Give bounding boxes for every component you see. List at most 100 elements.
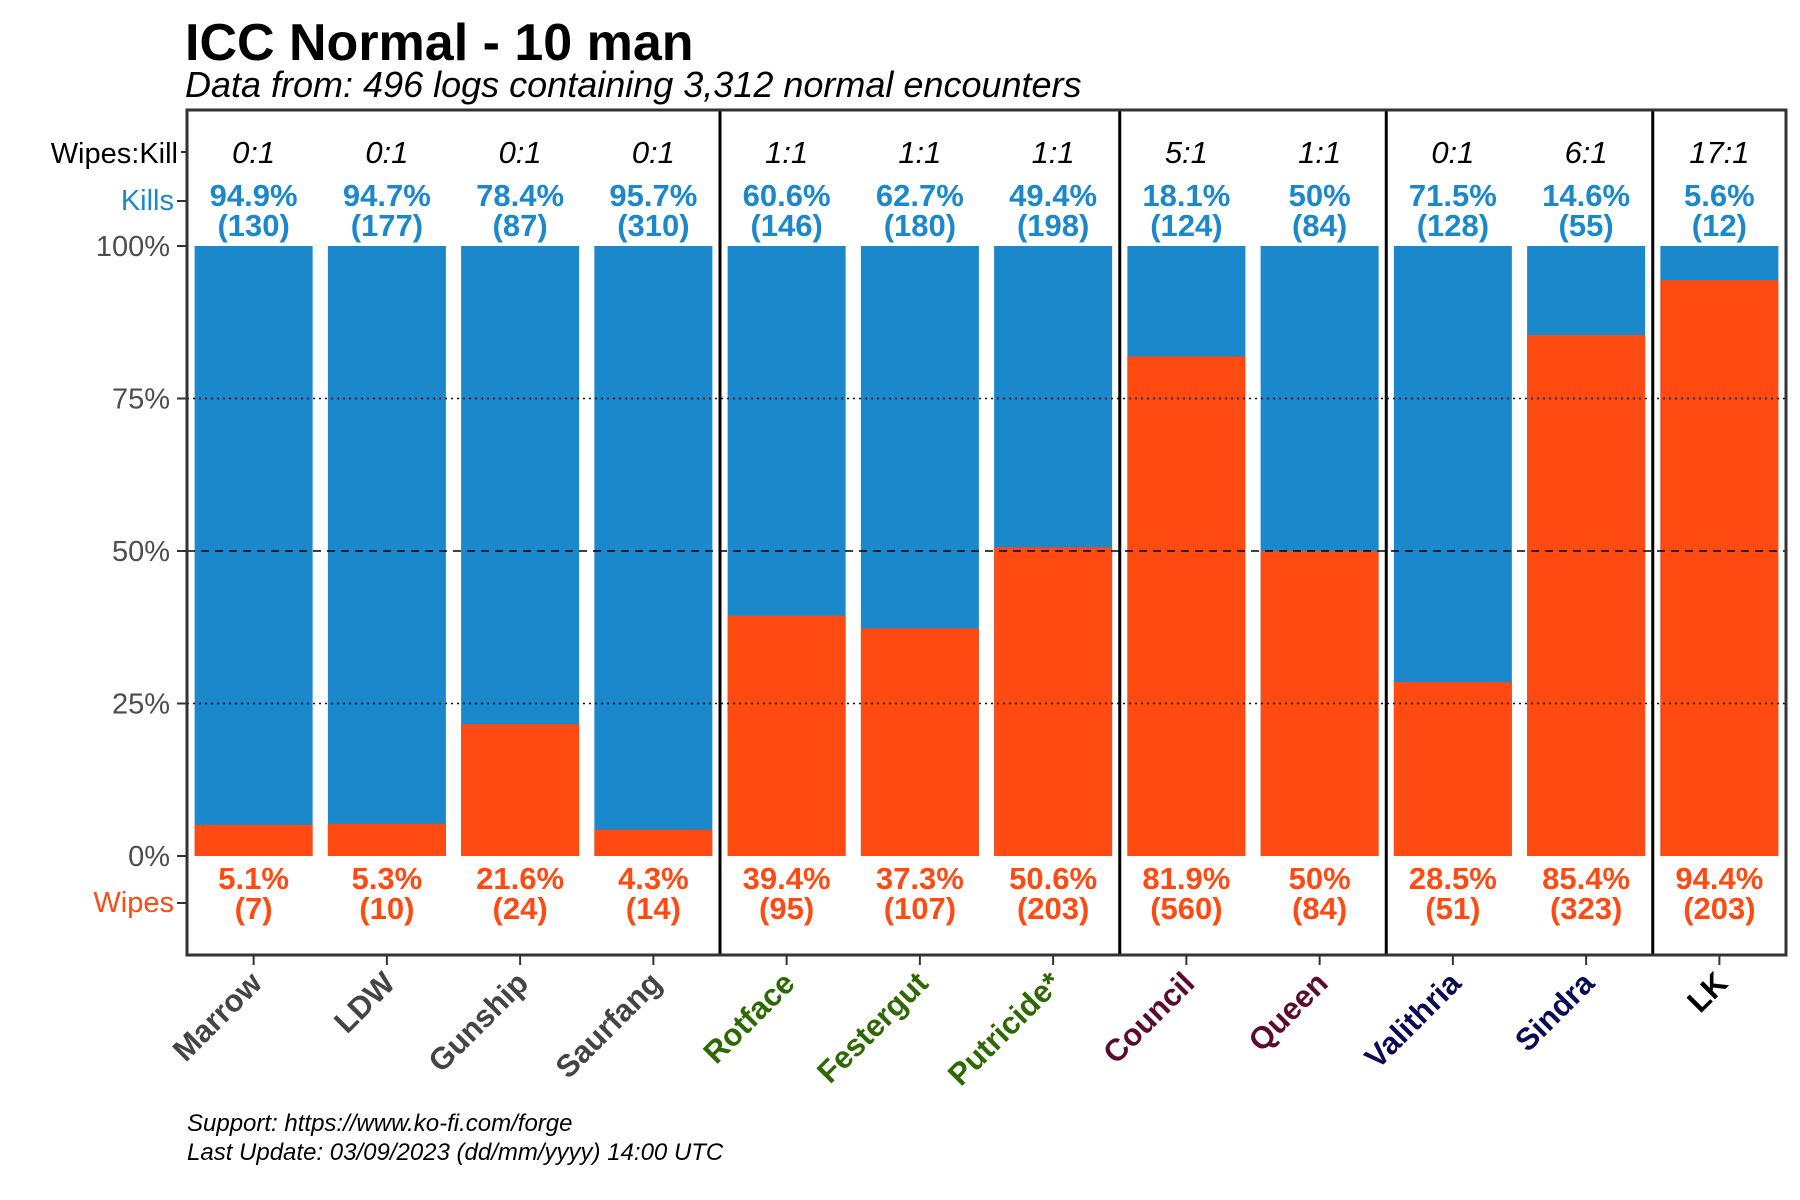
wipe-count-label: (95)	[759, 891, 814, 926]
wipe-count-label: (203)	[1017, 891, 1089, 926]
wipe-bar	[727, 615, 846, 856]
wipe-pct-label: 50%	[1289, 861, 1351, 896]
wipe-kill-ratio: 1:1	[898, 135, 941, 170]
kill-count-label: (198)	[1017, 208, 1089, 243]
wipe-bar	[194, 824, 313, 856]
wipe-pct-label: 85.4%	[1542, 861, 1630, 896]
wipe-count-label: (14)	[626, 891, 681, 926]
x-tick-label: LK	[1680, 965, 1734, 1019]
kill-pct-label: 62.7%	[876, 178, 964, 213]
chart-title: ICC Normal - 10 man	[185, 14, 694, 72]
wipe-count-label: (107)	[884, 891, 956, 926]
x-tick-label: LDW	[327, 965, 402, 1040]
x-tick-label: Queen	[1242, 965, 1335, 1058]
kill-count-label: (180)	[884, 208, 956, 243]
panel-border	[185, 108, 1788, 957]
kill-count-label: (12)	[1692, 208, 1747, 243]
kill-count-label: (146)	[750, 208, 822, 243]
wipe-pct-label: 39.4%	[743, 861, 831, 896]
wipe-pct-label: 4.3%	[618, 861, 689, 896]
x-tick-label: Sindra	[1508, 965, 1601, 1058]
wipe-pct-label: 5.3%	[352, 861, 423, 896]
wipe-kill-ratio: 1:1	[765, 135, 808, 170]
wipe-kill-ratio: 0:1	[632, 135, 675, 170]
kill-count-label: (128)	[1417, 208, 1489, 243]
wipe-bar	[594, 829, 713, 856]
caption-updated: Last Update: 03/09/2023 (dd/mm/yyyy) 14:…	[187, 1139, 724, 1166]
kill-pct-label: 78.4%	[476, 178, 564, 213]
wipe-pct-label: 21.6%	[476, 861, 564, 896]
kill-pct-label: 94.9%	[210, 178, 298, 213]
wipe-kill-ratio: 0:1	[499, 135, 542, 170]
wipe-pct-label: 81.9%	[1142, 861, 1230, 896]
wipe-kill-ratio: 1:1	[1298, 135, 1341, 170]
x-tick-label: Gunship	[421, 965, 535, 1079]
wipe-bar	[994, 547, 1113, 856]
kill-count-label: (124)	[1150, 208, 1222, 243]
x-tick-label: Marrow	[166, 965, 269, 1068]
kill-pct-label: 18.1%	[1142, 178, 1230, 213]
wipe-bar	[327, 823, 446, 856]
kill-pct-label: 49.4%	[1009, 178, 1097, 213]
wipe-kill-ratio: 1:1	[1032, 135, 1075, 170]
wipe-count-label: (84)	[1292, 891, 1347, 926]
wipe-kill-ratio: 0:1	[365, 135, 408, 170]
wipe-count-label: (51)	[1425, 891, 1480, 926]
y-tick-label: 75%	[112, 384, 170, 416]
y-tick-label: 50%	[112, 536, 170, 568]
wipe-count-label: (323)	[1550, 891, 1622, 926]
kill-count-label: (55)	[1559, 208, 1614, 243]
kill-count-label: (177)	[351, 208, 423, 243]
kill-bar	[194, 246, 313, 856]
wipe-pct-label: 37.3%	[876, 861, 964, 896]
wipe-pct-label: 50.6%	[1009, 861, 1097, 896]
wipe-kill-ratio: 5:1	[1165, 135, 1208, 170]
kill-pct-label: 50%	[1289, 178, 1351, 213]
kill-count-label: (87)	[493, 208, 548, 243]
chart-subtitle: Data from: 496 logs containing 3,312 nor…	[185, 64, 1082, 105]
x-tick-label: Rotface	[696, 965, 801, 1070]
kill-pct-label: 5.6%	[1684, 178, 1755, 213]
wipe-kill-ratio: 0:1	[232, 135, 275, 170]
wipe-bar	[860, 628, 979, 856]
kill-pct-label: 94.7%	[343, 178, 431, 213]
wipe-count-label: (203)	[1683, 891, 1755, 926]
kill-count-label: (84)	[1292, 208, 1347, 243]
caption-support: Support: https://www.ko-fi.com/forge	[187, 1110, 573, 1137]
y-tick-label: 0%	[128, 841, 170, 873]
wipe-bar	[1660, 280, 1779, 856]
wipe-bar	[1127, 356, 1246, 856]
wipe-bar	[461, 724, 580, 856]
x-tick-label: Festergut	[810, 965, 935, 1090]
wipe-count-label: (24)	[493, 891, 548, 926]
x-tick-label: Valithria	[1358, 965, 1469, 1076]
x-tick-label: Council	[1096, 965, 1201, 1070]
kills-row-label: Kills	[121, 185, 174, 217]
x-tick-label: Saurfang	[549, 965, 669, 1085]
x-tick-label: Putricide*	[941, 965, 1069, 1093]
wipe-kill-ratio: 6:1	[1565, 135, 1608, 170]
wipe-kill-ratio: 17:1	[1689, 135, 1749, 170]
wipe-kill-ratio: 0:1	[1431, 135, 1474, 170]
kill-pct-label: 95.7%	[609, 178, 697, 213]
wipe-bar	[1260, 551, 1379, 856]
wipes-row-label: Wipes	[93, 887, 174, 919]
ratio-row-label: Wipes:Kill	[51, 138, 178, 170]
wipe-pct-label: 5.1%	[218, 861, 289, 896]
wipe-pct-label: 28.5%	[1409, 861, 1497, 896]
y-tick-label: 25%	[112, 689, 170, 721]
wipe-pct-label: 94.4%	[1675, 861, 1763, 896]
wipe-bar	[1393, 682, 1512, 856]
plot-area: 0% 25% 50% 75% 100% 0:1 94.9%(130) 5.1%(7) Marro…	[96, 108, 1788, 1093]
wipe-bar	[1527, 335, 1646, 856]
kill-pct-label: 60.6%	[743, 178, 831, 213]
kill-count-label: (310)	[617, 208, 689, 243]
wipe-count-label: (10)	[359, 891, 414, 926]
kill-pct-label: 71.5%	[1409, 178, 1497, 213]
y-tick-label: 100%	[96, 231, 170, 263]
kill-pct-label: 14.6%	[1542, 178, 1630, 213]
kill-count-label: (130)	[217, 208, 289, 243]
wipe-count-label: (7)	[235, 891, 273, 926]
wipe-count-label: (560)	[1150, 891, 1222, 926]
